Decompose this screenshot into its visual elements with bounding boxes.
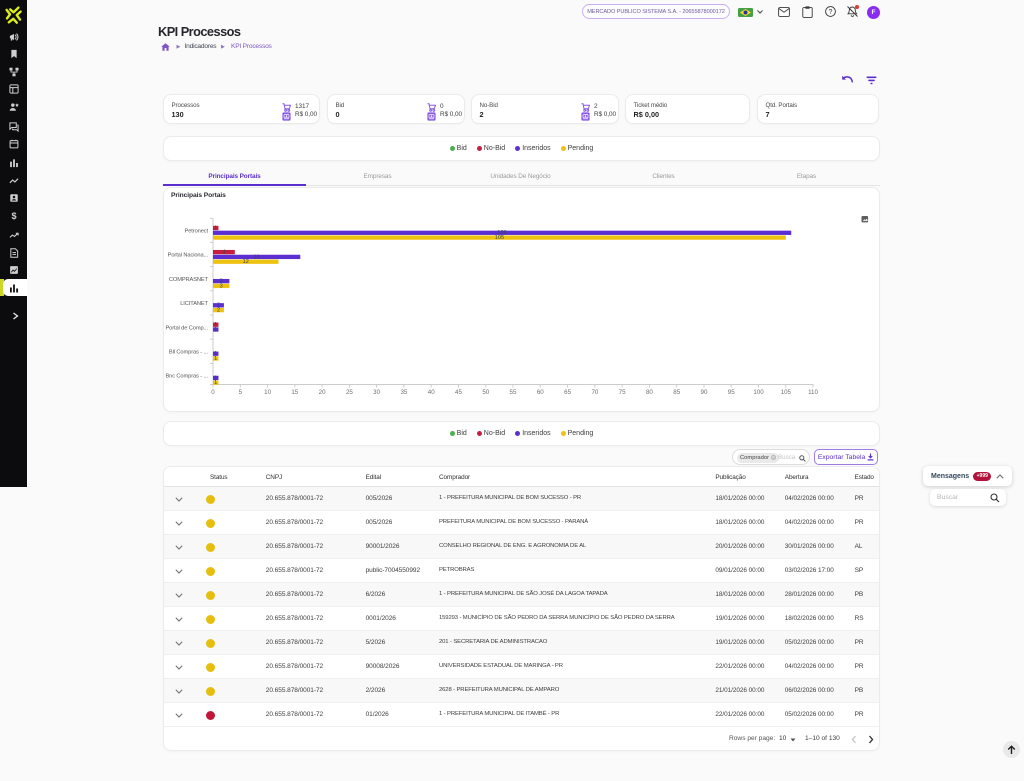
svg-text:1: 1 bbox=[214, 351, 217, 357]
svg-text:Bnc Compras - ...: Bnc Compras - ... bbox=[165, 374, 208, 380]
svg-text:40: 40 bbox=[428, 389, 435, 396]
svg-text:10: 10 bbox=[264, 389, 271, 396]
svg-text:90: 90 bbox=[701, 389, 708, 396]
svg-text:35: 35 bbox=[400, 389, 407, 396]
svg-text:0: 0 bbox=[211, 389, 215, 396]
svg-text:106: 106 bbox=[497, 230, 506, 236]
svg-text:60: 60 bbox=[537, 389, 544, 396]
svg-text:50: 50 bbox=[482, 389, 489, 396]
svg-text:LICITANET: LICITANET bbox=[180, 301, 208, 307]
svg-text:Petronect: Petronect bbox=[185, 229, 209, 235]
svg-text:100: 100 bbox=[753, 389, 764, 396]
svg-text:Portal de Comp...: Portal de Comp... bbox=[165, 325, 208, 331]
svg-text:105: 105 bbox=[781, 389, 792, 396]
svg-text:45: 45 bbox=[455, 389, 462, 396]
svg-text:1: 1 bbox=[214, 380, 217, 386]
svg-text:85: 85 bbox=[673, 389, 680, 396]
svg-text:80: 80 bbox=[646, 389, 653, 396]
svg-text:16: 16 bbox=[253, 254, 259, 260]
svg-text:1: 1 bbox=[214, 225, 217, 231]
svg-text:5: 5 bbox=[239, 389, 243, 396]
svg-text:?: ? bbox=[829, 9, 833, 16]
svg-text:$: $ bbox=[11, 211, 16, 221]
svg-text:2: 2 bbox=[217, 308, 220, 314]
svg-text:70: 70 bbox=[591, 389, 598, 396]
svg-text:1: 1 bbox=[214, 375, 217, 381]
svg-text:55: 55 bbox=[510, 389, 517, 396]
svg-text:105: 105 bbox=[495, 235, 504, 241]
svg-text:Bll Compras - ...: Bll Compras - ... bbox=[169, 350, 209, 356]
svg-text:3: 3 bbox=[220, 279, 223, 285]
svg-text:2: 2 bbox=[217, 303, 220, 309]
svg-text:75: 75 bbox=[619, 389, 626, 396]
svg-text:65: 65 bbox=[564, 389, 571, 396]
svg-text:110: 110 bbox=[808, 389, 818, 396]
svg-text:20: 20 bbox=[319, 389, 326, 396]
svg-text:COMPRASNET: COMPRASNET bbox=[169, 277, 209, 283]
svg-text:95: 95 bbox=[728, 389, 735, 396]
svg-text:30: 30 bbox=[373, 389, 380, 396]
svg-text:3: 3 bbox=[220, 283, 223, 289]
svg-text:4: 4 bbox=[222, 250, 225, 256]
svg-text:1: 1 bbox=[214, 322, 217, 328]
svg-text:12: 12 bbox=[243, 259, 249, 265]
svg-text:1: 1 bbox=[214, 327, 217, 333]
svg-text:Portal Naciona...: Portal Naciona... bbox=[168, 253, 209, 259]
svg-text:15: 15 bbox=[291, 389, 298, 396]
svg-text:25: 25 bbox=[346, 389, 353, 396]
svg-text:1: 1 bbox=[214, 356, 217, 362]
